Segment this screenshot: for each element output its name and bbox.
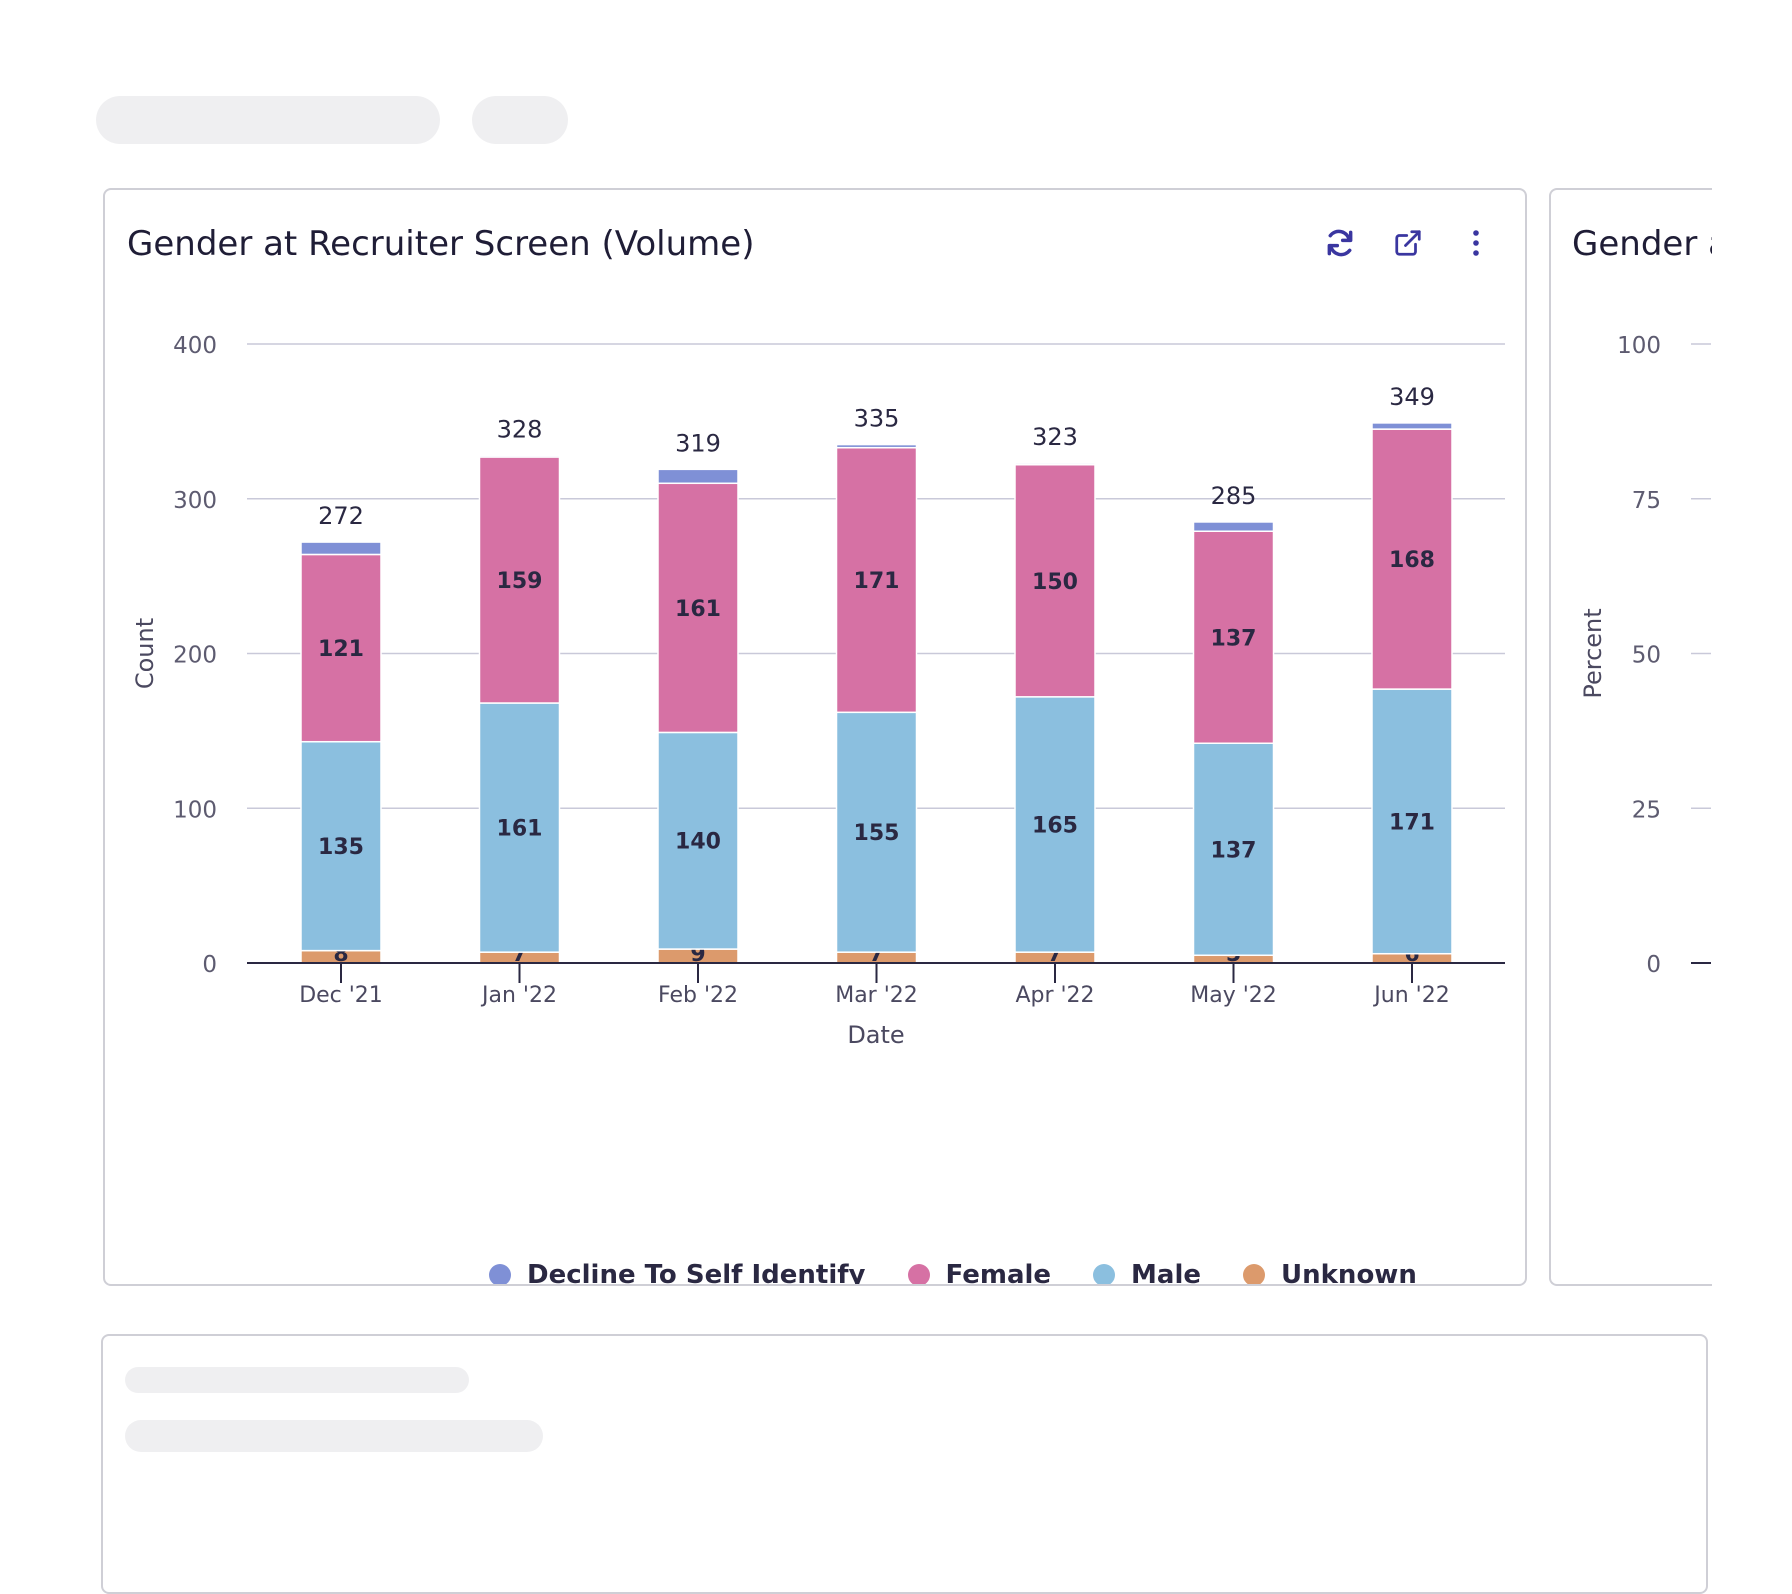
more-options-button[interactable] (1451, 218, 1501, 268)
y-axis-label: Percent (1579, 608, 1607, 698)
legend-swatch (1243, 1264, 1266, 1284)
x-tick-label: Jun '22 (1372, 983, 1449, 1008)
legend-item[interactable]: Female (907, 1260, 1052, 1286)
legend-swatch (1093, 1264, 1116, 1284)
data-label: 121 (318, 637, 364, 662)
percent-chart-title: Gender a (1572, 224, 1729, 264)
x-tick-label: May '22 (1190, 983, 1277, 1008)
y-tick-label: 0 (202, 952, 217, 978)
chart-legend: Decline To Self Identify Female Male Unknow… (489, 1260, 1417, 1286)
total-label: 319 (675, 429, 721, 457)
bar-segment (657, 468, 739, 485)
data-label: 161 (497, 817, 543, 842)
bar-segment (835, 711, 918, 953)
total-label: 328 (497, 415, 543, 443)
y-tick-label: 100 (173, 797, 217, 823)
bar-segment (1192, 521, 1275, 532)
data-label: 137 (1211, 838, 1257, 863)
y-tick-label: 0 (1646, 952, 1661, 978)
data-label: 159 (497, 569, 543, 594)
bar-segment (300, 541, 382, 556)
bar-segment (1014, 696, 1096, 953)
refresh-button[interactable] (1315, 218, 1365, 268)
data-label: 161 (675, 597, 721, 622)
total-label: 285 (1211, 482, 1257, 510)
legend-item[interactable]: Male (1093, 1260, 1202, 1286)
kebab-menu-icon (1473, 230, 1479, 256)
legend-item[interactable]: Decline To Self Identify (489, 1260, 866, 1286)
y-tick-label: 100 (1617, 333, 1661, 359)
total-label: 272 (318, 502, 364, 530)
legend-label: Female (945, 1260, 1052, 1286)
bar-segment (300, 553, 382, 743)
bar-segment (478, 702, 561, 953)
data-label: 165 (1032, 813, 1078, 838)
legend-label: Unknown (1281, 1260, 1417, 1286)
x-tick-label: Jan '22 (480, 983, 557, 1008)
bar-segment (835, 443, 918, 449)
percent-chart-axis: 100 75 50 25 0 Percent (1579, 333, 1711, 978)
x-axis-label: Date (847, 1021, 904, 1049)
data-label: 150 (1032, 570, 1078, 595)
legend-swatch (489, 1264, 511, 1284)
bar-segment (835, 446, 918, 714)
refresh-icon (1327, 229, 1353, 257)
bar-segment (1014, 462, 1096, 466)
bar-segment (657, 482, 739, 734)
bar-segment (1014, 463, 1096, 698)
skeleton-line (125, 1367, 469, 1393)
x-tick-label: Feb '22 (658, 983, 738, 1008)
y-tick-label: 300 (173, 488, 217, 514)
legend-swatch (907, 1264, 930, 1284)
x-tick-label: Mar '22 (835, 983, 918, 1008)
legend-label: Decline To Self Identify (527, 1260, 866, 1286)
y-tick-label: 200 (173, 643, 217, 669)
total-label: 349 (1389, 383, 1435, 411)
data-label: 171 (1389, 810, 1435, 835)
data-label: 171 (854, 569, 900, 594)
bar-segment (1371, 428, 1453, 690)
external-link-icon (1395, 230, 1421, 256)
viewport-edge (1712, 150, 1792, 1310)
data-label: 168 (1389, 548, 1435, 573)
bar-segment (1192, 742, 1275, 957)
bar-segment (300, 740, 382, 952)
y-axis-label: Count (131, 618, 159, 689)
data-label: 155 (854, 821, 900, 846)
x-tick-label: Dec '21 (299, 983, 383, 1008)
data-label: 135 (318, 835, 364, 860)
legend-item[interactable]: Unknown (1243, 1260, 1417, 1286)
chart-title: Gender at Recruiter Screen (Volume) (127, 224, 755, 264)
loading-card (101, 1334, 1708, 1594)
skeleton-title (96, 96, 440, 144)
bar-segment (1371, 422, 1453, 430)
bar-segment (478, 454, 561, 458)
total-label: 323 (1032, 423, 1078, 451)
skeleton-line (125, 1420, 543, 1452)
open-external-button[interactable] (1383, 218, 1433, 268)
bar-segment (657, 731, 739, 950)
data-label: 137 (1211, 626, 1257, 651)
chart-card: Gender at Recruiter Screen (Volume) 0 100… (103, 188, 1527, 1286)
y-tick-label: 400 (173, 333, 217, 359)
bar-segment (1371, 688, 1453, 955)
data-label: 140 (675, 830, 721, 855)
total-label: 335 (854, 405, 900, 433)
skeleton-chip (472, 96, 568, 144)
x-tick-label: Apr '22 (1015, 983, 1094, 1008)
y-tick-label: 50 (1632, 643, 1661, 669)
legend-label: Male (1131, 1260, 1202, 1286)
bar-segment (1192, 530, 1275, 745)
y-tick-label: 75 (1632, 488, 1661, 514)
y-tick-label: 25 (1632, 797, 1661, 823)
